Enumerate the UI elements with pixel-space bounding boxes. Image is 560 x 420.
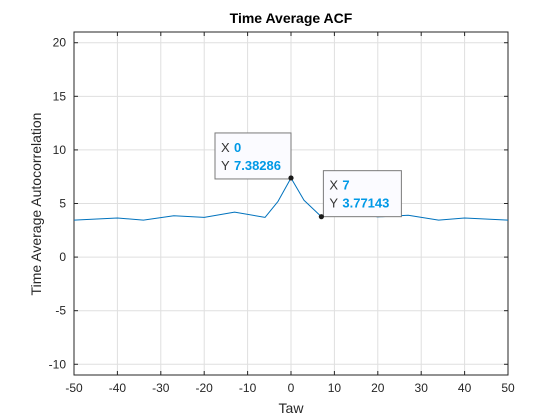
x-tick-label: -30 [152, 381, 170, 395]
datatip-marker[interactable] [288, 175, 294, 181]
datatip-x-value: 0 [234, 140, 241, 155]
x-tick-label: 20 [371, 381, 385, 395]
datatip-y-key: Y [329, 196, 338, 211]
datatip-box [214, 132, 292, 180]
x-tick-label: -20 [196, 381, 214, 395]
y-tick-label: 15 [53, 89, 67, 103]
y-tick-label: -5 [55, 304, 66, 318]
x-tick-label: 10 [328, 381, 342, 395]
datatip-x-key: X [221, 140, 230, 155]
datatip-y-key: Y [221, 158, 230, 173]
x-axis-label: Taw [279, 400, 305, 416]
x-tick-label: -50 [65, 381, 83, 395]
y-tick-label: 20 [53, 36, 67, 50]
datatip-box [322, 170, 402, 218]
y-tick-label: 10 [53, 143, 67, 157]
datatip-x-value: 7 [342, 178, 349, 193]
y-tick-label: 0 [59, 250, 66, 264]
x-tick-label: 30 [415, 381, 429, 395]
y-tick-label: 5 [59, 197, 66, 211]
datatip-x-key: X [329, 178, 338, 193]
x-tick-label: -40 [109, 381, 127, 395]
x-tick-label: 40 [458, 381, 472, 395]
datatip-y-value: 7.38286 [234, 158, 281, 173]
x-tick-label: -10 [239, 381, 257, 395]
x-tick-label: 50 [501, 381, 515, 395]
y-tick-label: -10 [49, 357, 67, 371]
y-axis-label: Time Average Autocorrelation [28, 113, 44, 296]
datatip-y-value: 3.77143 [342, 196, 389, 211]
chart-title: Time Average ACF [230, 10, 353, 26]
datatip-marker[interactable] [318, 214, 324, 220]
x-tick-label: 0 [288, 381, 295, 395]
